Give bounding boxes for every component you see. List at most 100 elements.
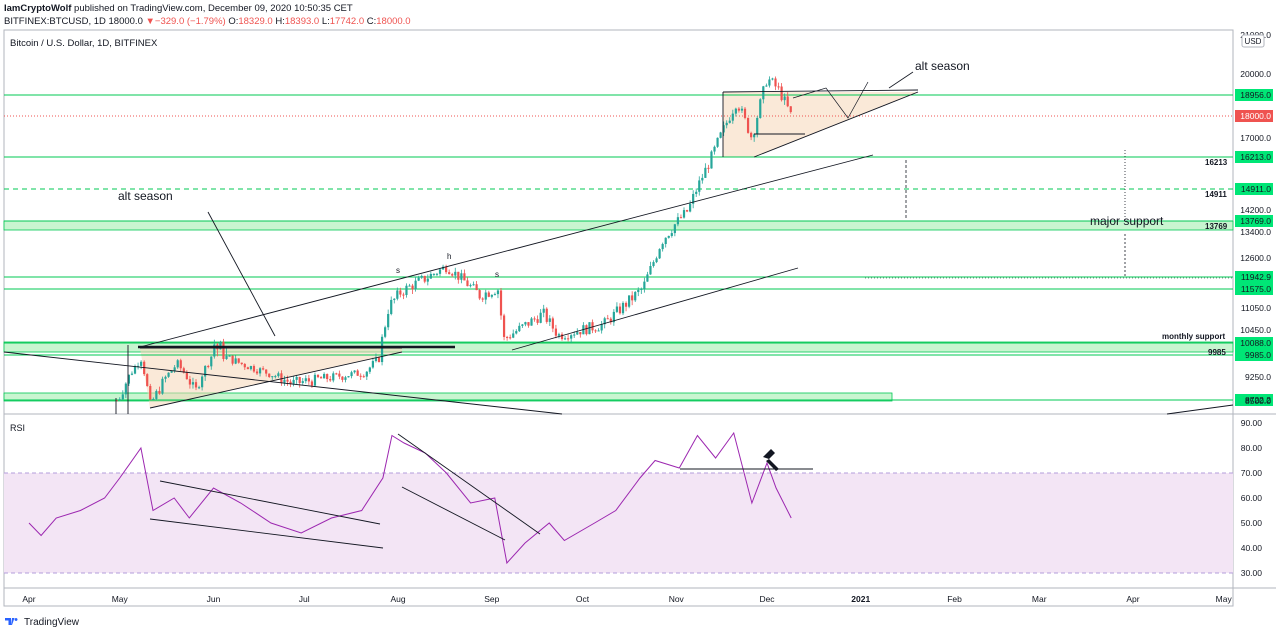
candle-body [445,266,448,273]
rsi-tick-label: 70.00 [1241,468,1263,478]
candle-body [283,379,286,383]
candle-body [356,370,359,376]
candle-body [579,332,582,335]
candle-body [573,334,576,336]
rsi-title: RSI [10,423,25,433]
candle-body [219,341,222,350]
candle-body [548,318,551,322]
projection-path [792,81,869,119]
candle-body [374,357,378,362]
candle-body [146,374,149,387]
candle-body [274,376,277,378]
level-price-label: 11575.0 [1241,284,1271,294]
candle-body [481,298,484,300]
candle-body [762,86,765,100]
currency-label[interactable]: USD [1245,37,1262,46]
candle-body [319,377,323,379]
close-inline: 18000.0 [108,16,143,27]
candle-body [603,318,606,325]
candle-body [698,180,701,192]
candle-body [716,137,719,147]
time-tick-label: May [1216,594,1233,604]
annotation-h: h [447,252,451,261]
candle-body [298,376,301,383]
candle-body [118,399,121,401]
rsi-tick-label: 80.00 [1241,443,1263,453]
candle-body [594,330,597,332]
candle-body [570,335,573,339]
low-value: 17742.0 [329,16,365,27]
triangle-bottom [149,351,403,409]
candle-body [127,374,131,384]
candle-body [448,272,451,275]
candle-body [423,275,426,282]
time-tick-label: 2021 [851,594,870,604]
candle-body [353,370,356,373]
candle-body [347,376,350,378]
time-tick-label: Feb [947,594,962,604]
triangle-3-top [722,89,919,93]
level-price-label: 8722.2 [1245,395,1271,405]
current-price-tag [1235,110,1273,122]
candle-body [262,368,265,370]
candle-body [170,370,173,373]
candle-body [176,360,179,368]
level-text-label: 9985 [1208,348,1226,357]
candle-body [393,298,396,300]
candle-body [615,306,619,312]
candle-body [667,235,670,238]
candle-body [124,383,127,395]
alt-season-arrow-1 [207,211,276,337]
candle-body [527,322,530,326]
candle-body [759,99,762,118]
candle-body [133,366,137,374]
candle-body [420,275,423,278]
level-price-label: 16213.0 [1240,152,1271,162]
candle-body [618,306,622,314]
price-tick-label: 9250.0 [1245,372,1271,382]
candle-body [121,394,124,400]
candle-body [152,398,155,400]
level-price-tag [1235,183,1273,195]
rsi-tick-label: 30.00 [1241,568,1263,578]
candle-body [164,376,167,379]
current-price-label: 18000.0 [1240,111,1271,121]
level-price-tag [1235,151,1273,163]
down-triangle-icon: ▼ [145,16,155,27]
time-tick-label: Apr [22,594,35,604]
level-text-label: 13769 [1205,222,1228,231]
high-value: 18393.0 [284,16,320,27]
candle-body [313,374,317,386]
candle-body [509,337,512,339]
candle-body [255,371,259,374]
candle-body [771,78,774,80]
candle-body [426,278,429,282]
candle-body [496,290,500,295]
time-tick-label: Mar [1032,594,1047,604]
time-tick-label: May [112,594,129,604]
level-price-label: 9985.0 [1245,350,1271,360]
candle-body [689,203,692,212]
level-price-tag [1235,337,1273,349]
level-text-label: 16213 [1205,158,1228,167]
candle-body [591,322,594,331]
open-value: 18329.0 [238,16,273,27]
symbol: BITFINEX:BTCUSD, 1D [4,16,106,27]
candle-body [304,378,307,382]
candle-body [234,358,237,364]
candle-body [323,374,326,379]
candle-body [731,113,734,121]
candle-body [451,274,454,276]
price-tick-label: 8500.0 [1245,396,1271,406]
candle-body [685,210,689,212]
candle-body [628,295,631,307]
level-price-tag [1235,271,1273,283]
triangle-3-bottom [753,91,919,158]
candle-body [521,324,524,326]
candle-body [710,151,713,169]
candle-body [429,273,432,279]
price-tick-label: 17000.0 [1240,133,1271,143]
level-price-label: 13769.0 [1240,216,1271,226]
candle-body [597,330,600,332]
